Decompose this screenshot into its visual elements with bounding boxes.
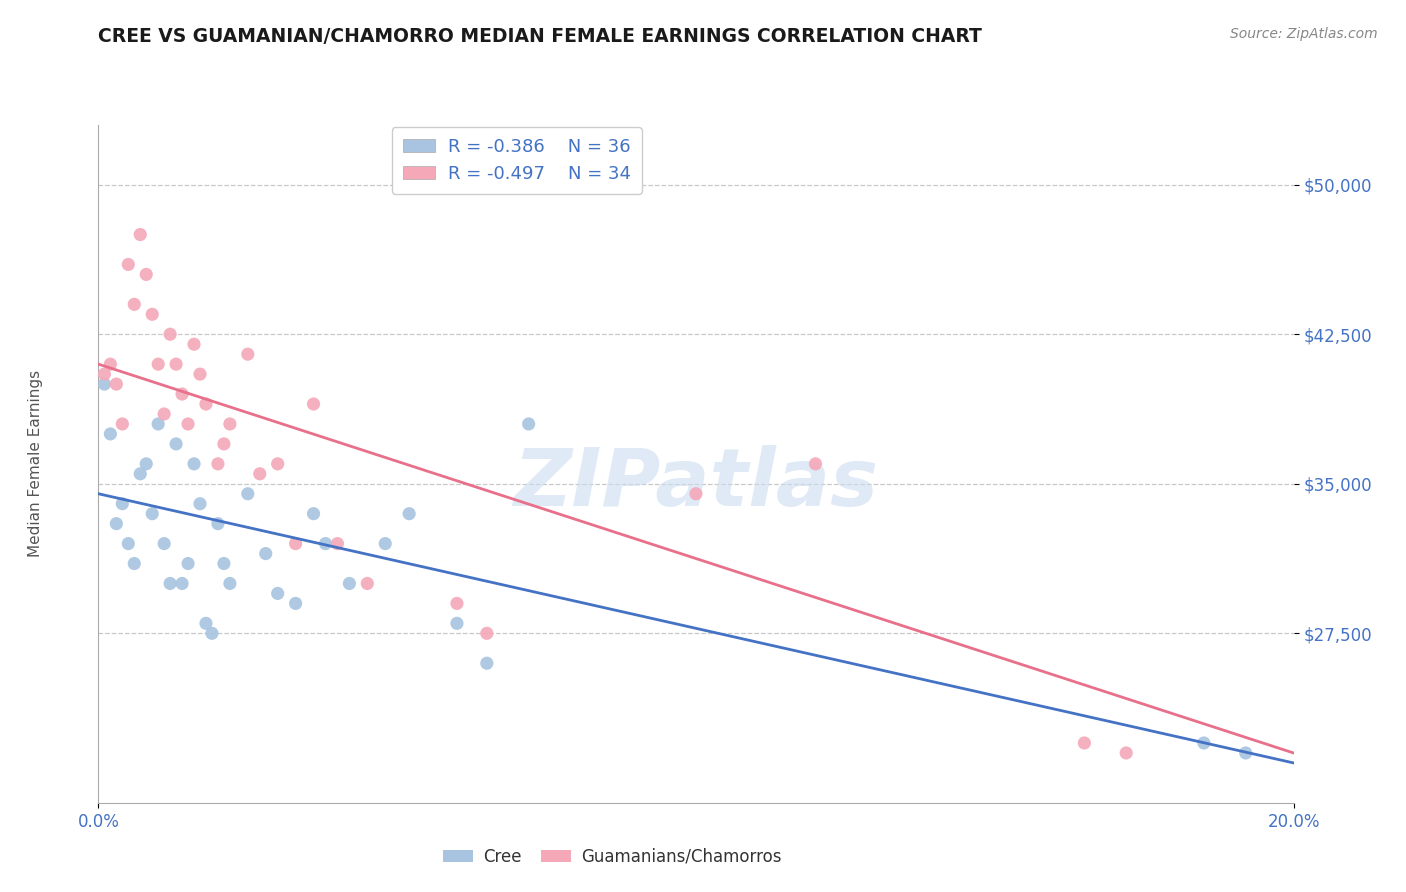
Point <box>141 507 163 521</box>
Point <box>302 397 325 411</box>
Point <box>194 616 218 631</box>
Point <box>129 227 152 242</box>
Point <box>141 307 163 321</box>
Point <box>165 357 187 371</box>
Point <box>172 387 194 401</box>
Point <box>207 457 229 471</box>
Point <box>183 457 205 471</box>
Point <box>201 626 224 640</box>
Point <box>159 327 181 342</box>
Point <box>219 576 242 591</box>
Point <box>165 437 187 451</box>
Text: ZIPatlas: ZIPatlas <box>513 445 879 524</box>
Point <box>284 536 307 550</box>
Point <box>188 367 211 381</box>
Point <box>475 657 498 671</box>
Point <box>135 457 157 471</box>
Point <box>517 417 540 431</box>
Point <box>302 507 325 521</box>
Point <box>685 487 707 501</box>
Point <box>124 557 146 571</box>
Point <box>249 467 271 481</box>
Point <box>267 586 290 600</box>
Point <box>1234 746 1257 760</box>
Text: Source: ZipAtlas.com: Source: ZipAtlas.com <box>1230 27 1378 41</box>
Point <box>135 268 157 282</box>
Point <box>93 377 115 392</box>
Point <box>267 457 290 471</box>
Point <box>446 616 468 631</box>
Point <box>284 596 307 610</box>
Point <box>194 397 218 411</box>
Point <box>111 417 134 431</box>
Point <box>398 507 420 521</box>
Point <box>98 426 122 441</box>
Point <box>117 536 139 550</box>
Point <box>188 497 211 511</box>
Point <box>124 297 146 311</box>
Point <box>374 536 396 550</box>
Point <box>446 596 468 610</box>
Point <box>105 516 128 531</box>
Point <box>111 497 134 511</box>
Point <box>148 357 170 371</box>
Legend: Cree, Guamanians/Chamorros: Cree, Guamanians/Chamorros <box>436 841 789 872</box>
Point <box>117 257 139 271</box>
Point <box>236 347 259 361</box>
Point <box>356 576 378 591</box>
Point <box>177 557 200 571</box>
Point <box>212 437 235 451</box>
Point <box>339 576 360 591</box>
Point <box>236 487 259 501</box>
Point <box>219 417 242 431</box>
Point <box>177 417 200 431</box>
Point <box>172 576 194 591</box>
Point <box>153 407 176 421</box>
Text: CREE VS GUAMANIAN/CHAMORRO MEDIAN FEMALE EARNINGS CORRELATION CHART: CREE VS GUAMANIAN/CHAMORRO MEDIAN FEMALE… <box>98 27 983 45</box>
Point <box>207 516 229 531</box>
Point <box>148 417 170 431</box>
Point <box>183 337 205 351</box>
Point <box>105 377 128 392</box>
Text: Median Female Earnings: Median Female Earnings <box>28 370 42 558</box>
Point <box>153 536 176 550</box>
Point <box>93 367 115 381</box>
Point <box>326 536 349 550</box>
Point <box>212 557 235 571</box>
Point <box>129 467 152 481</box>
Point <box>159 576 181 591</box>
Point <box>1115 746 1137 760</box>
Point <box>98 357 122 371</box>
Point <box>1073 736 1095 750</box>
Point <box>804 457 827 471</box>
Point <box>254 547 277 561</box>
Point <box>475 626 498 640</box>
Point <box>1192 736 1215 750</box>
Point <box>315 536 337 550</box>
